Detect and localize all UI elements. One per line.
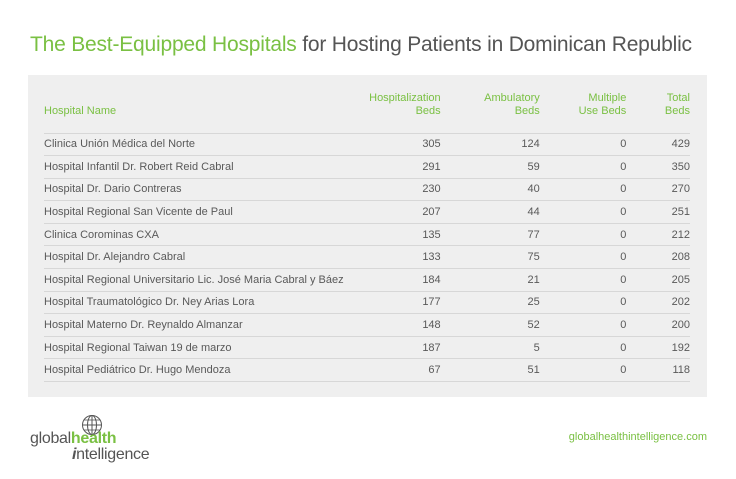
hospitalization-beds-cell: 67 — [369, 358, 441, 383]
table-row: Hospital Regional San Vicente de Paul 20… — [44, 200, 690, 224]
col-header-multiple-use-beds: Multiple Use Beds — [578, 91, 627, 117]
hospital-name-cell: Hospital Regional San Vicente de Paul — [44, 200, 370, 224]
hospitalization-beds-cell: 184 — [369, 268, 441, 292]
multiple-use-beds-cell: 0 — [539, 290, 627, 314]
hospital-name-cell: Hospital Regional Universitario Lic. Jos… — [44, 268, 370, 292]
multiple-use-beds-cell: 0 — [539, 132, 627, 156]
hospital-name-cell: Hospital Infantil Dr. Robert Reid Cabral — [44, 155, 370, 179]
table-row: Hospital Regional Universitario Lic. Jos… — [44, 268, 690, 292]
hospitalization-beds-cell: 230 — [369, 177, 441, 201]
ambulatory-beds-cell: 77 — [440, 222, 540, 246]
multiple-use-beds-cell: 0 — [539, 313, 627, 337]
ambulatory-beds-cell: 21 — [440, 268, 540, 292]
logo-line-2: intelligence — [72, 446, 150, 463]
table-row: Hospital Regional Taiwan 19 de marzo 187… — [44, 335, 690, 359]
hospital-name-cell: Hospital Dr. Dario Contreras — [44, 177, 370, 201]
ambulatory-beds-cell: 51 — [440, 358, 540, 383]
logo-line-1: globalhealth — [30, 430, 117, 447]
col-header-hospital-name: Hospital Name — [44, 104, 117, 117]
table-row: Hospital Materno Dr. Reynaldo Almanzar 1… — [44, 313, 690, 337]
total-beds-cell: 200 — [626, 313, 690, 337]
hospital-name-cell: Hospital Materno Dr. Reynaldo Almanzar — [44, 313, 370, 337]
ambulatory-beds-cell: 5 — [440, 335, 540, 359]
table-row: Clinica Unión Médica del Norte 305 124 0… — [44, 132, 690, 156]
total-beds-cell: 192 — [626, 335, 690, 359]
ambulatory-beds-cell: 75 — [440, 245, 540, 269]
hospitalization-beds-cell: 177 — [369, 290, 441, 314]
col-header-ambulatory-beds: Ambulatory Beds — [484, 91, 540, 117]
total-beds-cell: 270 — [626, 177, 690, 201]
multiple-use-beds-cell: 0 — [539, 268, 627, 292]
hospital-name-cell: Clinica Unión Médica del Norte — [44, 132, 370, 156]
hospital-name-cell: Hospital Regional Taiwan 19 de marzo — [44, 335, 370, 359]
ambulatory-beds-cell: 44 — [440, 200, 540, 224]
hospitalization-beds-cell: 133 — [369, 245, 441, 269]
multiple-use-beds-cell: 0 — [539, 335, 627, 359]
total-beds-cell: 118 — [626, 358, 690, 383]
multiple-use-beds-cell: 0 — [539, 177, 627, 201]
total-beds-cell: 251 — [626, 200, 690, 224]
hospital-name-cell: Hospital Pediátrico Dr. Hugo Mendoza — [44, 358, 370, 383]
total-beds-cell: 212 — [626, 222, 690, 246]
col-header-hospitalization-beds: Hospitalization Beds — [369, 91, 441, 117]
table-row: Hospital Infantil Dr. Robert Reid Cabral… — [44, 155, 690, 179]
hospital-name-cell: Hospital Traumatológico Dr. Ney Arias Lo… — [44, 290, 370, 314]
table-row: Hospital Traumatológico Dr. Ney Arias Lo… — [44, 290, 690, 314]
multiple-use-beds-cell: 0 — [539, 358, 627, 383]
title-accent: The Best-Equipped Hospitals — [30, 33, 297, 56]
page-title: The Best-Equipped Hospitals for Hosting … — [30, 33, 692, 57]
ambulatory-beds-cell: 40 — [440, 177, 540, 201]
hospital-name-cell: Clinica Corominas CXA — [44, 222, 370, 246]
total-beds-cell: 202 — [626, 290, 690, 314]
hospital-name-cell: Hospital Dr. Alejandro Cabral — [44, 245, 370, 269]
hospitalization-beds-cell: 291 — [369, 155, 441, 179]
hospitalization-beds-cell: 207 — [369, 200, 441, 224]
table-panel: Hospital Name Hospitalization Beds Ambula… — [28, 75, 707, 397]
table-row: Hospital Pediátrico Dr. Hugo Mendoza 67 … — [44, 358, 690, 383]
multiple-use-beds-cell: 0 — [539, 200, 627, 224]
hospitalization-beds-cell: 148 — [369, 313, 441, 337]
col-header-total-beds: Total Beds — [664, 91, 690, 117]
ambulatory-beds-cell: 52 — [440, 313, 540, 337]
hospitalization-beds-cell: 305 — [369, 132, 441, 156]
global-health-intelligence-logo: globalhealth intelligence — [30, 414, 170, 464]
table-header-row: Hospital Name Hospitalization Beds Ambula… — [44, 91, 690, 133]
website-url: globalhealthintelligence.com — [568, 431, 707, 443]
table-row: Hospital Dr. Dario Contreras 230 40 0 27… — [44, 177, 690, 201]
hospitalization-beds-cell: 187 — [369, 335, 441, 359]
title-rest: for Hosting Patients in Dominican Republ… — [296, 33, 692, 56]
ambulatory-beds-cell: 124 — [440, 132, 540, 156]
total-beds-cell: 350 — [626, 155, 690, 179]
total-beds-cell: 208 — [626, 245, 690, 269]
multiple-use-beds-cell: 0 — [539, 245, 627, 269]
globe-icon — [82, 415, 102, 435]
table-row: Hospital Dr. Alejandro Cabral 133 75 0 2… — [44, 245, 690, 269]
hospitalization-beds-cell: 135 — [369, 222, 441, 246]
total-beds-cell: 429 — [626, 132, 690, 156]
table-row: Clinica Corominas CXA 135 77 0 212 — [44, 222, 690, 246]
multiple-use-beds-cell: 0 — [539, 155, 627, 179]
ambulatory-beds-cell: 25 — [440, 290, 540, 314]
ambulatory-beds-cell: 59 — [440, 155, 540, 179]
total-beds-cell: 205 — [626, 268, 690, 292]
multiple-use-beds-cell: 0 — [539, 222, 627, 246]
hospital-table: Hospital Name Hospitalization Beds Ambula… — [44, 91, 690, 383]
